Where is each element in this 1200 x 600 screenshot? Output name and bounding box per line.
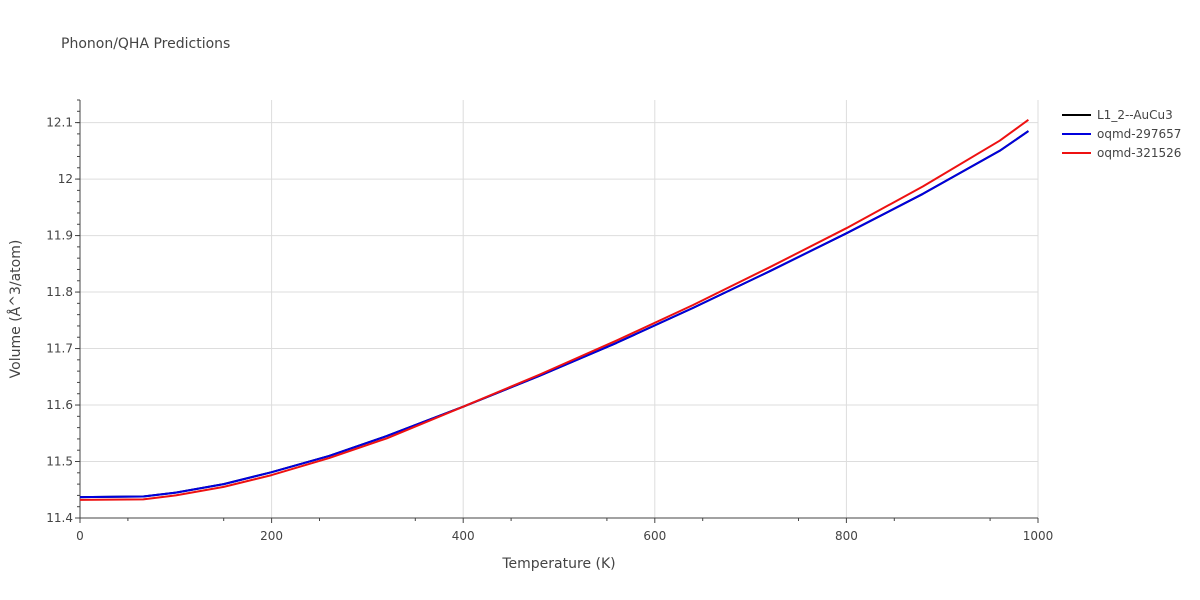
series-line[interactable]	[79, 130, 1029, 499]
legend-label[interactable]: oqmd-297657	[1097, 127, 1181, 141]
x-tick-label: 1000	[1023, 529, 1054, 543]
axes	[75, 99, 1039, 523]
y-tick-label: 11.4	[46, 511, 73, 525]
y-tick-labels: 11.4 11.5 11.6 11.7 11.8 11.9 12 12.1	[46, 116, 73, 525]
legend-label[interactable]: L1_2--AuCu3	[1097, 108, 1173, 122]
series-lines[interactable]	[79, 118, 1029, 501]
x-tick-label: 400	[452, 529, 475, 543]
x-tick-labels: 0 200 400 600 800 1000	[76, 529, 1053, 543]
y-tick-label: 11.5	[46, 455, 73, 469]
y-tick-label: 11.7	[46, 342, 73, 356]
legend[interactable]: L1_2--AuCu3 oqmd-297657 oqmd-321526	[1062, 108, 1181, 160]
y-tick-label: 12	[58, 172, 73, 186]
x-tick-label: 0	[76, 529, 84, 543]
legend-label[interactable]: oqmd-321526	[1097, 146, 1181, 160]
x-tick-label: 600	[643, 529, 666, 543]
y-axis-title: Volume (Å^3/atom)	[7, 240, 24, 379]
x-tick-label: 800	[835, 529, 858, 543]
y-tick-label: 11.9	[46, 229, 73, 243]
y-tick-label: 11.6	[46, 398, 73, 412]
grid	[80, 100, 1039, 519]
x-axis-title: Temperature (K)	[501, 556, 615, 572]
chart-title: Phonon/QHA Predictions	[61, 36, 231, 52]
x-tick-label: 200	[260, 529, 283, 543]
y-tick-label: 12.1	[46, 116, 73, 130]
y-tick-label: 11.8	[46, 285, 73, 299]
series-line[interactable]	[79, 118, 1029, 501]
series-line[interactable]	[79, 130, 1029, 499]
